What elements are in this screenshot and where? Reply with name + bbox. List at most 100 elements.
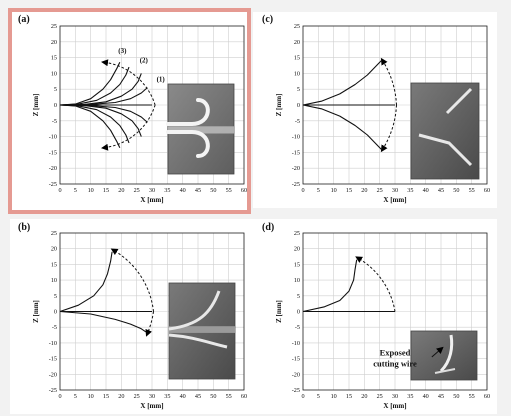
inset-photo: [410, 82, 480, 180]
y-tick-label: -20: [49, 371, 57, 378]
x-tick-label: 60: [484, 187, 490, 194]
x-tick-label: 0: [58, 187, 61, 194]
panel-2: 0 5 10 15 20 25 30 35 40 45 50 55 602520151050-5-10-…: [253, 12, 497, 208]
x-tick-label: 50: [210, 393, 216, 400]
x-tick-label: 10: [88, 187, 94, 194]
y-tick-label: -25: [49, 387, 57, 394]
x-tick-label: 60: [241, 393, 247, 400]
annotation-1: cutting wire: [373, 358, 417, 368]
x-tick-label: 0: [301, 187, 304, 194]
y-tick-label: -20: [292, 165, 300, 172]
x-tick-label: 40: [423, 187, 429, 194]
panel-1: 0 5 10 15 20 25 30 35 40 45 50 55 602520151050-5-10-…: [10, 219, 254, 414]
x-tick-label: 60: [241, 187, 247, 194]
x-tick-label: 20: [118, 187, 124, 194]
series-line-8: [59, 104, 121, 148]
x-tick-label: 5: [74, 393, 77, 400]
y-tick-label: 15: [51, 55, 57, 62]
x-tick-label: 35: [164, 393, 170, 400]
y-tick-label: 20: [294, 39, 300, 46]
x-tick-label: 55: [469, 187, 475, 194]
series-line-2: [59, 310, 147, 333]
y-tick-label: 0: [297, 102, 300, 109]
y-tick-label: 5: [54, 293, 57, 300]
y-tick-label: -5: [295, 118, 300, 125]
y-tick-label: 10: [51, 70, 57, 77]
series-line-0: [302, 259, 358, 313]
x-tick-label: 35: [407, 393, 413, 400]
panel-label: (b): [18, 222, 30, 233]
inset-photo: [168, 282, 236, 380]
y-tick-label: 25: [51, 23, 57, 30]
annotation-1: (2): [140, 56, 149, 64]
x-tick-label: 30: [392, 187, 398, 194]
x-tick-label: 15: [103, 393, 109, 400]
x-tick-label: 0: [301, 393, 304, 400]
sweep-arc-1: [380, 104, 397, 153]
x-tick-label: 15: [346, 393, 352, 400]
series-line-6: [59, 104, 142, 137]
x-tick-label: 45: [195, 187, 201, 194]
x-tick-label: 25: [377, 187, 383, 194]
y-tick-label: 25: [294, 23, 300, 30]
y-axis-label: Z [mm]: [32, 94, 40, 117]
y-tick-label: -10: [292, 340, 300, 347]
x-tick-label: 55: [469, 393, 475, 400]
x-tick-label: 25: [134, 187, 140, 194]
y-tick-label: 10: [51, 277, 57, 284]
panel-label: (a): [18, 14, 30, 25]
y-axis-label: Z [mm]: [32, 300, 40, 323]
x-tick-label: 50: [453, 187, 459, 194]
x-tick-label: 0: [58, 393, 61, 400]
x-tick-label: 20: [361, 393, 367, 400]
y-tick-label: 10: [294, 70, 300, 77]
y-tick-label: -5: [52, 118, 57, 125]
y-tick-label: -15: [49, 356, 57, 363]
x-tick-label: 10: [331, 187, 337, 194]
y-tick-label: 15: [294, 261, 300, 268]
y-tick-label: 10: [294, 277, 300, 284]
x-tick-label: 15: [346, 187, 352, 194]
y-tick-label: 20: [51, 246, 57, 253]
y-tick-label: 5: [297, 86, 300, 93]
x-tick-label: 25: [377, 393, 383, 400]
y-tick-label: -15: [292, 356, 300, 363]
x-tick-label: 60: [484, 393, 490, 400]
x-tick-label: 30: [149, 187, 155, 194]
y-tick-label: -15: [49, 149, 57, 156]
y-axis-label: Z [mm]: [275, 94, 283, 117]
sweep-arc-0: [355, 256, 396, 312]
y-tick-label: 5: [54, 86, 57, 93]
x-tick-label: 35: [407, 187, 413, 194]
y-tick-label: -10: [49, 340, 57, 347]
y-tick-label: 0: [54, 309, 57, 316]
y-tick-label: -25: [49, 181, 57, 188]
x-axis-label: X [mm]: [383, 402, 406, 410]
annotation-pointer: [431, 346, 444, 358]
annotation-2: (1): [157, 75, 166, 83]
x-tick-label: 50: [210, 187, 216, 194]
inset-photo: [166, 83, 235, 175]
x-tick-label: 55: [226, 187, 232, 194]
x-tick-label: 5: [317, 187, 320, 194]
series-line-0: [59, 251, 113, 313]
x-tick-label: 30: [392, 393, 398, 400]
x-tick-label: 45: [438, 187, 444, 194]
panel-0: 0 5 10 15 20 25 30 35 40 45 50 55 602520151050-5-10-…: [8, 8, 251, 214]
panel-3: 0 5 10 15 20 25 30 35 40 45 50 55 602520151050-5-10-…: [253, 219, 497, 414]
y-tick-label: 0: [297, 309, 300, 316]
x-tick-label: 10: [331, 393, 337, 400]
y-tick-label: 15: [51, 261, 57, 268]
x-tick-label: 55: [226, 393, 232, 400]
x-axis-label: X [mm]: [383, 196, 406, 204]
x-tick-label: 20: [361, 187, 367, 194]
y-tick-label: -25: [292, 387, 300, 394]
x-axis-label: X [mm]: [140, 402, 163, 410]
y-tick-label: 0: [54, 102, 57, 109]
x-tick-label: 5: [74, 187, 77, 194]
series-line-2: [302, 104, 382, 150]
y-axis-label: Z [mm]: [275, 300, 283, 323]
x-tick-label: 20: [118, 393, 124, 400]
y-tick-label: -20: [49, 165, 57, 172]
